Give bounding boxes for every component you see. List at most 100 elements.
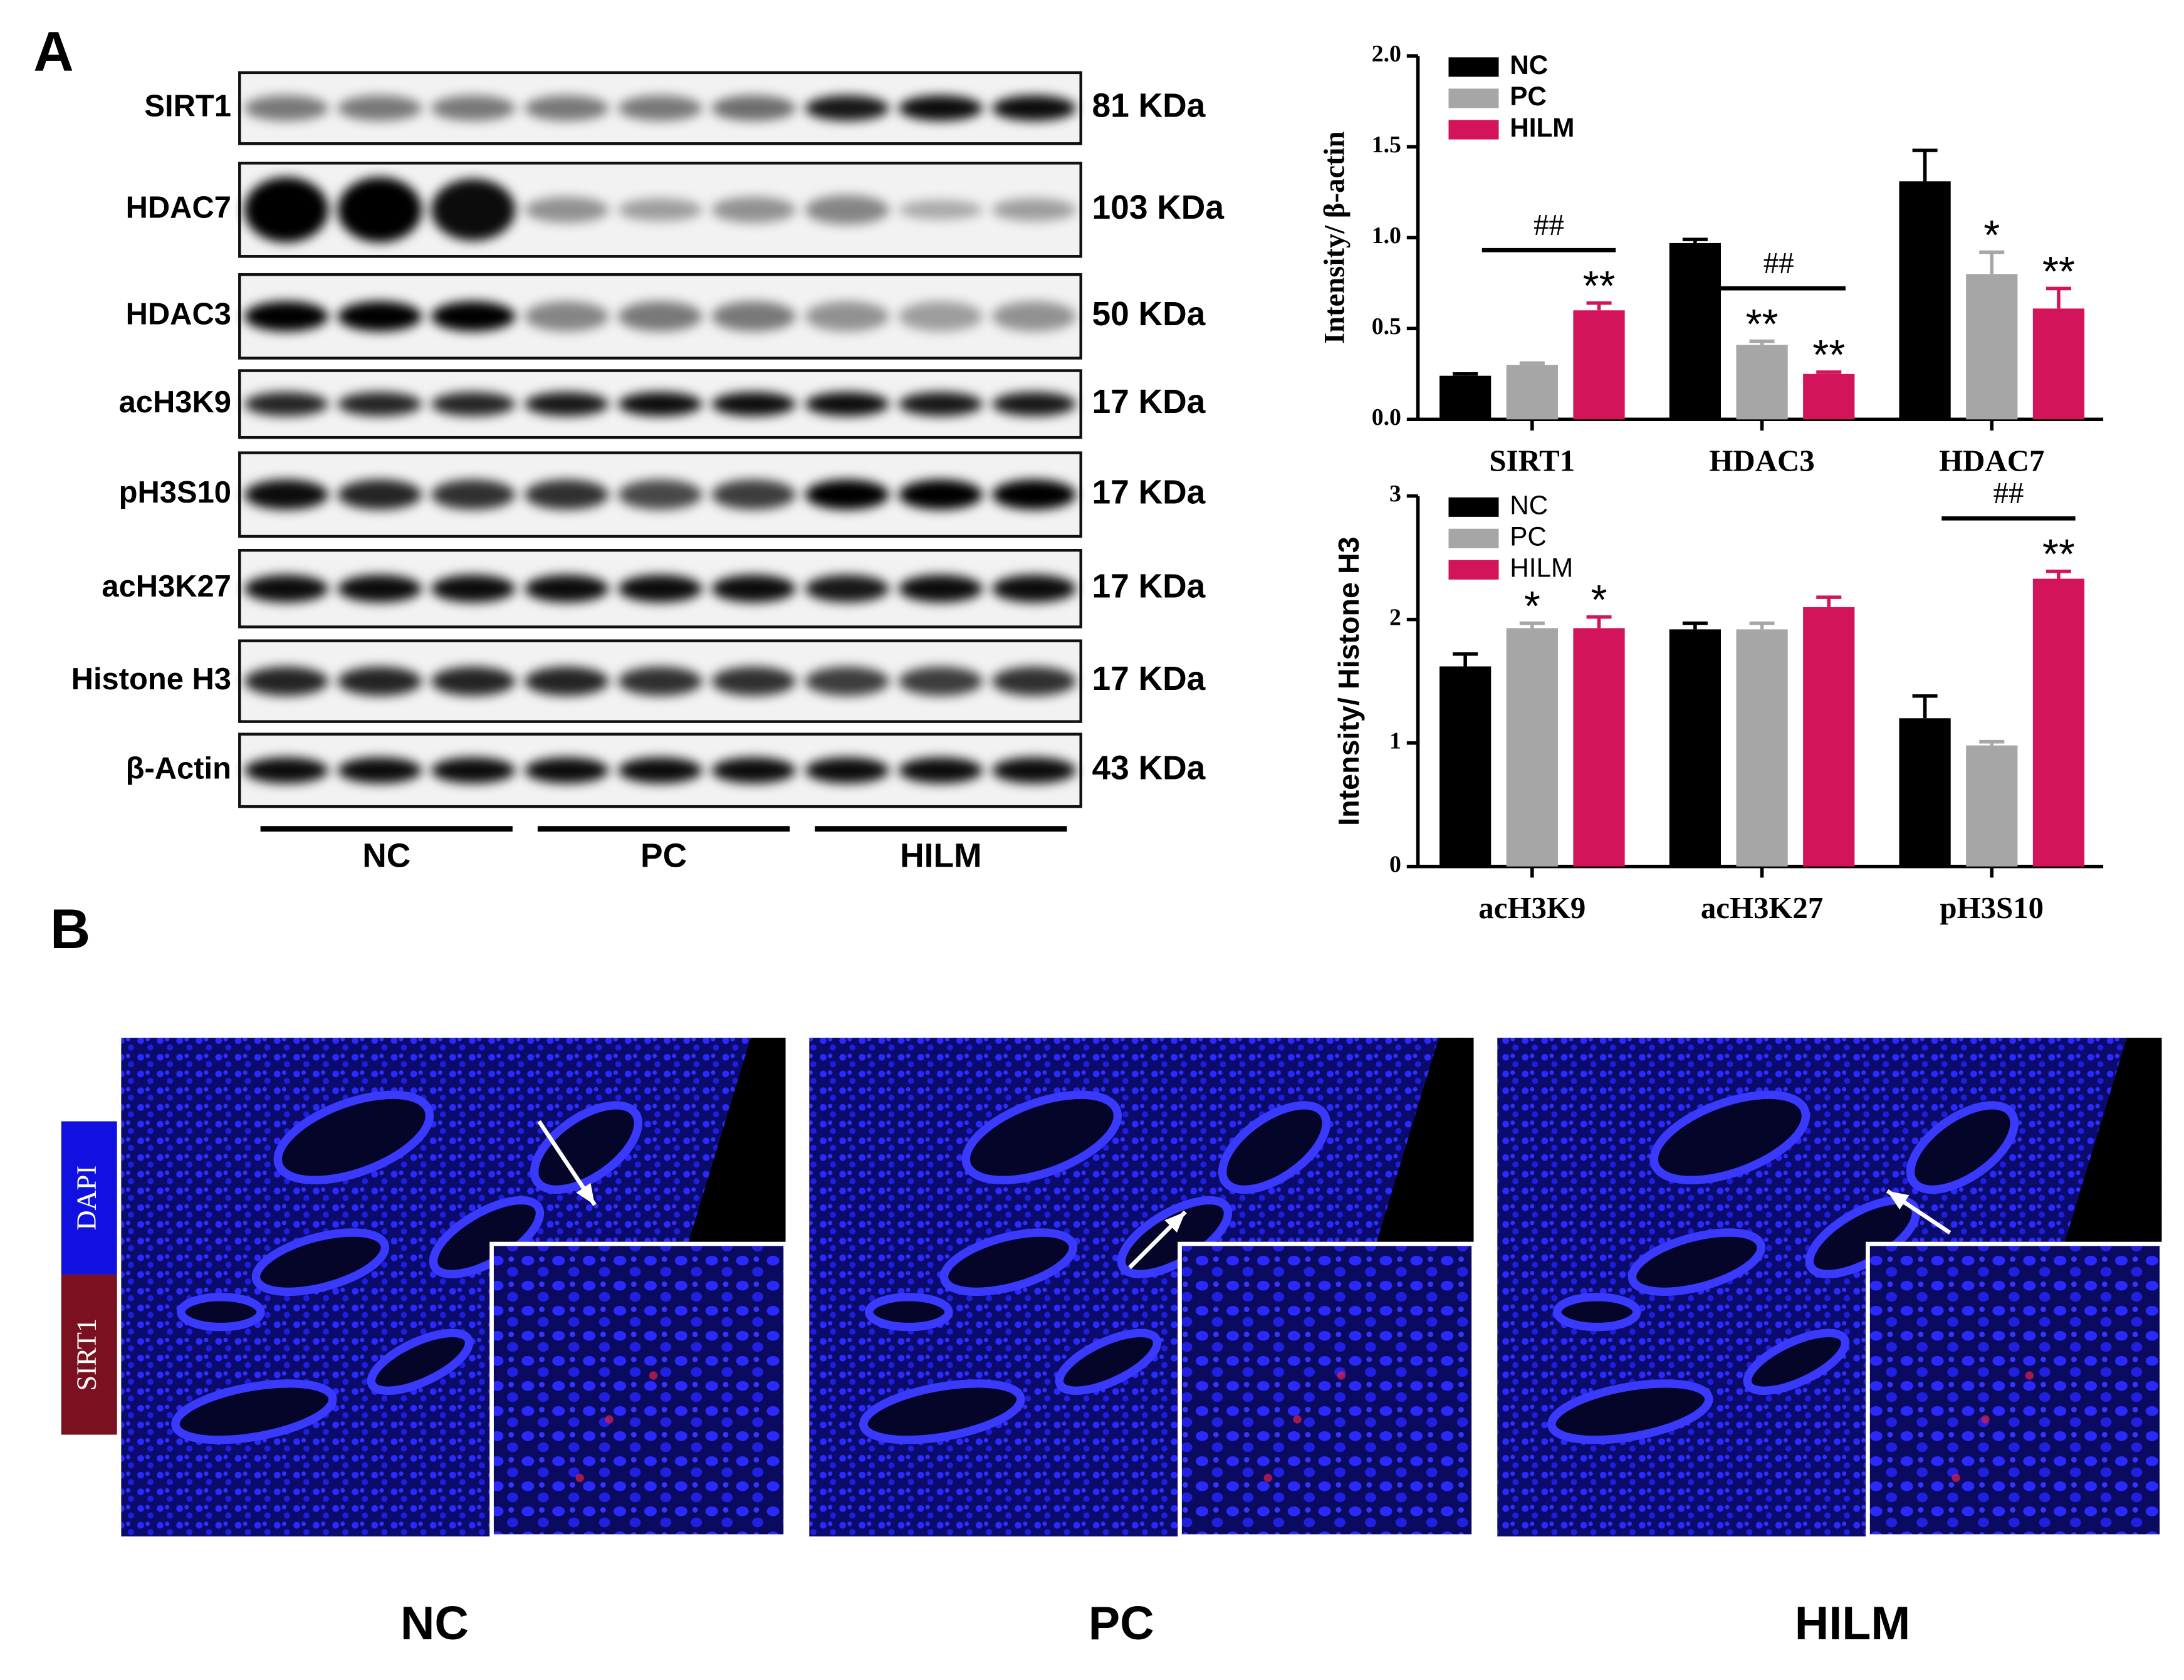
error-bar — [1912, 149, 1938, 182]
significance: ** — [2042, 249, 2075, 295]
bar — [2032, 578, 2085, 867]
arrow-head — [1164, 1211, 1186, 1233]
band — [525, 666, 609, 696]
crypt — [273, 1090, 434, 1184]
band — [244, 177, 328, 243]
band — [618, 757, 703, 784]
legend-label: PC — [1510, 521, 1547, 551]
y-tick-label: 0 — [1389, 851, 1401, 877]
sirt1-signal — [1263, 1473, 1272, 1483]
band — [898, 479, 983, 510]
error-bar — [1453, 652, 1478, 667]
blot-size: 17 KDa — [1092, 383, 1206, 420]
error-bar — [2046, 286, 2071, 309]
error-bar — [1749, 621, 1775, 630]
image-label: NC — [400, 1597, 469, 1650]
significance: * — [1524, 583, 1540, 630]
band — [898, 95, 983, 121]
band — [711, 301, 796, 331]
background — [2064, 1038, 2162, 1244]
band — [711, 196, 796, 223]
bar — [1736, 629, 1788, 867]
bar — [1439, 666, 1492, 867]
sirt1-signal — [575, 1473, 584, 1483]
band — [898, 301, 983, 331]
inset — [489, 1241, 788, 1539]
error-bar — [1979, 250, 2005, 274]
band — [618, 301, 703, 331]
channel-box — [61, 1274, 117, 1435]
crypt — [859, 1379, 1025, 1444]
band — [805, 392, 889, 417]
band — [525, 757, 609, 784]
legend-label: PC — [1510, 81, 1547, 111]
blot-size: 17 KDa — [1092, 660, 1206, 697]
band — [805, 757, 889, 784]
band — [992, 479, 1077, 510]
sirt1-signal — [1981, 1415, 1990, 1424]
background — [1376, 1038, 1474, 1244]
significance: * — [1983, 212, 2000, 259]
crypt — [1553, 1293, 1641, 1332]
blot-size: 81 KDa — [1092, 88, 1206, 125]
bands — [244, 666, 1077, 696]
band — [525, 479, 609, 510]
error-bar — [1586, 615, 1612, 629]
band — [244, 666, 328, 696]
background — [687, 1038, 786, 1244]
micrograph — [121, 1038, 788, 1539]
y-tick-label: 1.5 — [1372, 132, 1401, 158]
band — [431, 575, 516, 603]
arrow-head — [576, 1182, 595, 1205]
error-bar — [1912, 694, 1938, 719]
crypt — [367, 1328, 474, 1395]
bands — [244, 757, 1077, 784]
band — [244, 575, 328, 603]
legend-swatch — [1448, 528, 1499, 548]
crypt — [961, 1090, 1122, 1184]
bar — [1803, 373, 1855, 420]
band — [525, 95, 609, 121]
sirt1-signal — [2025, 1371, 2034, 1380]
band — [431, 301, 516, 331]
western-blot: SIRT1 81 KDa HDAC7 103 KDa HDAC3 50 KDa acH3K9… — [71, 71, 1224, 874]
bar — [1573, 628, 1625, 867]
band — [431, 757, 516, 784]
crypt — [1218, 1101, 1330, 1194]
channel-label: DAPI — [70, 1166, 102, 1231]
band — [805, 575, 889, 603]
crypt — [939, 1228, 1077, 1297]
blot-size: 17 KDa — [1092, 568, 1206, 605]
band — [898, 392, 983, 417]
band — [898, 757, 983, 784]
blot-label: β-Actin — [126, 751, 231, 785]
y-tick-label: 2 — [1389, 604, 1401, 630]
bar — [1439, 375, 1492, 420]
y-tick-label: 0.0 — [1372, 404, 1401, 430]
inset — [1178, 1241, 1476, 1539]
crypt — [1547, 1379, 1713, 1444]
band — [898, 666, 983, 696]
band — [618, 198, 703, 222]
band — [337, 757, 422, 784]
error-bar — [1816, 370, 1842, 374]
sirt1-signal — [1337, 1371, 1346, 1380]
bands — [244, 479, 1077, 510]
bar — [1966, 274, 2018, 420]
significance: ** — [1812, 332, 1845, 378]
fluorescence-images: NC PC HILM DAPI SIRT1 — [61, 1038, 2164, 1650]
sirt1-signal — [1293, 1415, 1302, 1424]
bands — [244, 177, 1077, 243]
micrograph — [1497, 1038, 2164, 1539]
arrow-head — [1887, 1191, 1910, 1210]
significance: ** — [1746, 301, 1779, 348]
blot-label: acH3K9 — [119, 385, 231, 419]
x-tick-label: acH3K27 — [1701, 890, 1823, 925]
crypt — [1649, 1090, 1810, 1184]
band — [244, 392, 328, 417]
band — [992, 301, 1077, 331]
error-bar — [1519, 621, 1545, 629]
band — [431, 179, 516, 241]
